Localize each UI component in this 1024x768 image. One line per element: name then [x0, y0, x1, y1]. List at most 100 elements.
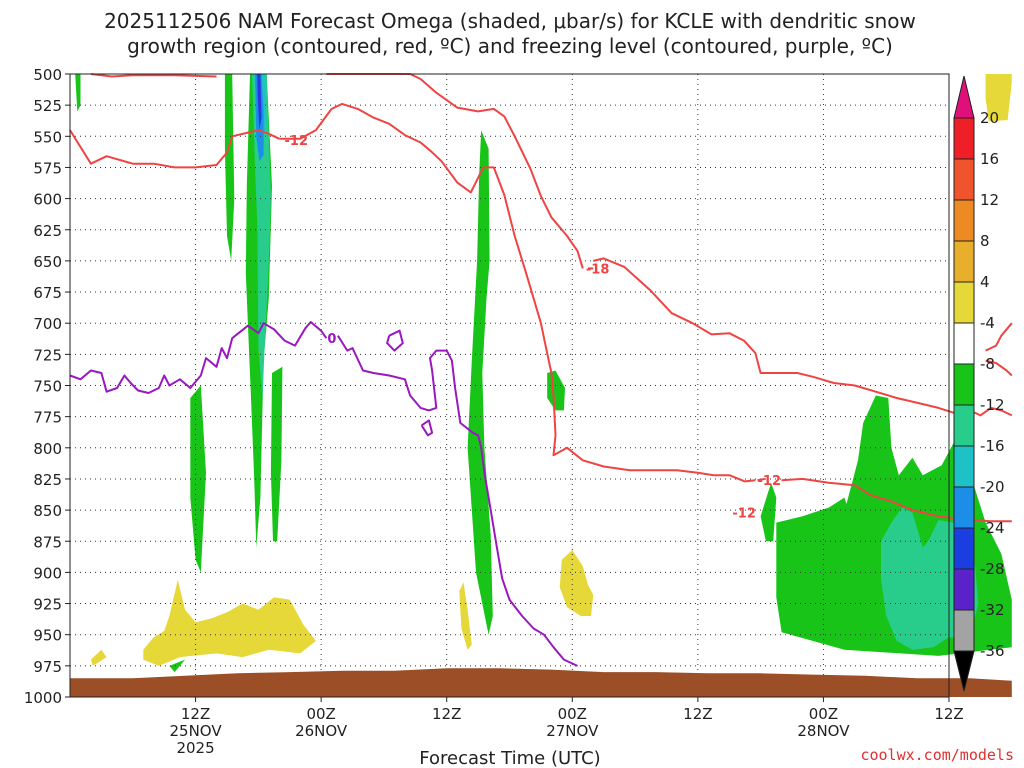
colorbar-swatch-5 [953, 322, 975, 365]
colorbar-label-2: 12 [980, 191, 999, 209]
x-tick-label-30: 12Z [432, 705, 461, 723]
chart-title-line2: growth region (contoured, red, ºC) and f… [127, 34, 893, 58]
x-axis-title: Forecast Time (UTC) [419, 748, 600, 768]
colorbar-swatch-11 [953, 568, 975, 611]
contour-4 [326, 73, 584, 269]
colorbar-label-4: 4 [980, 273, 990, 291]
colorbar-label-7: -12 [980, 396, 1005, 414]
colorbar-swatch-1 [953, 158, 975, 201]
y-tick-label-875: 875 [33, 533, 62, 551]
y-tick-label-775: 775 [33, 409, 62, 427]
y-tick-label-700: 700 [33, 315, 62, 333]
colorbar-label-6: -8 [980, 355, 995, 373]
colorbar-label-9: -20 [980, 478, 1005, 496]
contour-11 [337, 335, 578, 667]
contour-8 [985, 322, 1013, 352]
colorbar-label-1: 16 [980, 150, 999, 168]
x-tick-label-42: 00Z [558, 705, 587, 723]
contour-13 [420, 419, 434, 437]
colorbar-bottom-arrow [953, 650, 975, 692]
x-tick-year-6: 2025 [176, 739, 214, 757]
colorbar: 20 16 12 8 4 -4 -8 -12 -16 -20 -24 -28 -32 -36 [953, 75, 1005, 692]
omega-region-18 [459, 582, 472, 650]
colorbar-top-arrow [953, 75, 975, 119]
colorbar-label-10: -24 [980, 519, 1005, 537]
colorbar-swatch-0 [953, 117, 975, 160]
y-tick-label-500: 500 [33, 66, 62, 84]
colorbar-swatch-last [953, 609, 975, 652]
y-tick-label-850: 850 [33, 502, 62, 520]
omega-region-6 [467, 130, 493, 635]
x-tick-date-66: 28NOV [797, 722, 850, 740]
y-tick-label-1000: 1000 [24, 689, 62, 707]
y-tick-label-900: 900 [33, 564, 62, 582]
omega-region-1 [169, 659, 186, 673]
contour-1 [279, 102, 756, 483]
colorbar-swatch-8 [953, 445, 975, 488]
terrain-ground [70, 668, 1012, 697]
y-tick-label-950: 950 [33, 627, 62, 645]
omega-region-17 [143, 579, 316, 666]
contour-label-5: -18 [586, 262, 610, 277]
omega-region-2 [190, 385, 206, 573]
colorbar-label-0: 20 [980, 109, 999, 127]
y-tick-label-625: 625 [33, 222, 62, 240]
colorbar-label-5: -4 [980, 314, 995, 332]
x-tick-date-18: 26NOV [295, 722, 348, 740]
colorbar-swatch-7 [953, 404, 975, 447]
omega-region-16 [90, 649, 107, 666]
y-tick-label-975: 975 [33, 658, 62, 676]
omega-region-10 [252, 74, 271, 398]
omega-region-0 [75, 74, 81, 112]
omega-region-15 [258, 80, 261, 112]
y-axis: 500 525 550 575 600 625 650 675 700 725 750 775 800 8… [24, 66, 70, 707]
x-tick-label-66: 00Z [809, 705, 838, 723]
colorbar-label-12: -32 [980, 601, 1005, 619]
x-tick-label-18: 00Z [306, 705, 335, 723]
y-tick-label-925: 925 [33, 596, 62, 614]
y-tick-label-575: 575 [33, 159, 62, 177]
colorbar-label-8: -16 [980, 437, 1005, 455]
contour-12 [386, 329, 404, 352]
colorbar-label-13: -36 [980, 642, 1005, 660]
colorbar-label-11: -28 [980, 560, 1005, 578]
colorbar-swatch-9 [953, 486, 975, 529]
contour-3 [781, 477, 1012, 523]
y-tick-label-525: 525 [33, 97, 62, 115]
x-tick-date-42: 27NOV [546, 722, 599, 740]
colorbar-swatch-6 [953, 363, 975, 406]
credit-text: coolwx.com/models [860, 746, 1014, 764]
contour-label-10: 0 [327, 332, 336, 347]
y-tick-label-600: 600 [33, 191, 62, 209]
x-tick-label-54: 12Z [683, 705, 712, 723]
omega-region-3 [224, 74, 235, 261]
colorbar-label-3: 8 [980, 232, 990, 250]
contour-2 [757, 477, 765, 482]
x-tick-label-78: 12Z [934, 705, 963, 723]
colorbar-swatch-4 [953, 281, 975, 324]
colorbar-swatch-2 [953, 199, 975, 242]
contour-0 [69, 129, 280, 169]
chart-title-line1: 2025112506 NAM Forecast Omega (shaded, μ… [104, 9, 916, 33]
contour-7 [90, 73, 217, 78]
y-tick-label-750: 750 [33, 378, 62, 396]
omega-region-5 [270, 366, 283, 542]
plot-area: -12 -12 -18 0 -12 [69, 73, 1013, 698]
omega-region-19 [559, 550, 594, 616]
colorbar-swatch-3 [953, 240, 975, 283]
contour-label-extra: -12 [732, 507, 756, 522]
terrain-fill [70, 668, 1012, 697]
y-tick-label-725: 725 [33, 346, 62, 364]
omega-shading [75, 74, 1012, 673]
omega-region-20 [985, 74, 1012, 122]
x-tick-label-6: 12Z [181, 705, 210, 723]
contour-9 [985, 359, 1013, 377]
y-tick-label-800: 800 [33, 440, 62, 458]
omega-region-8 [760, 482, 777, 542]
y-tick-label-825: 825 [33, 471, 62, 489]
y-tick-label-675: 675 [33, 284, 62, 302]
colorbar-swatch-10 [953, 527, 975, 570]
y-tick-label-650: 650 [33, 253, 62, 271]
contour-10 [69, 321, 328, 394]
